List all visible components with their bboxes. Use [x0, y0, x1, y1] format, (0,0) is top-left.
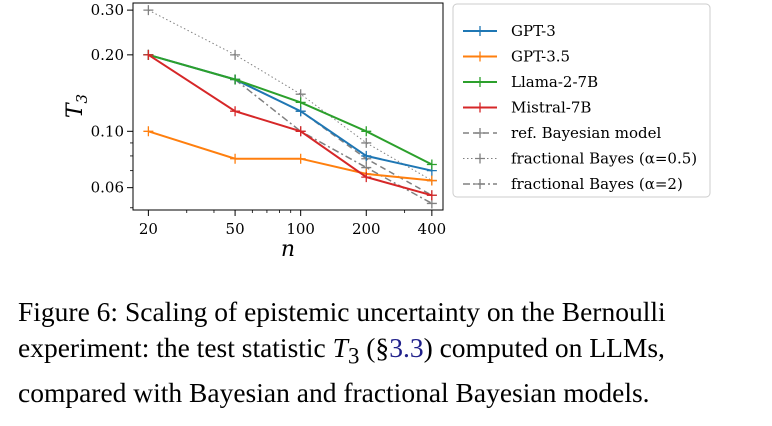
data-point — [295, 106, 306, 117]
data-point — [230, 153, 241, 164]
x-tick-label: 200 — [352, 220, 381, 238]
x-tick-label: 100 — [286, 220, 315, 238]
legend-label: fractional Bayes (α=0.5) — [511, 150, 697, 168]
caption-math: T — [332, 332, 348, 363]
series-line — [147, 53, 433, 197]
data-point — [295, 97, 306, 108]
svg-text:T3: T3 — [63, 94, 91, 118]
legend-entry: ref. Bayesian model — [463, 124, 662, 142]
data-point — [295, 153, 306, 164]
y-tick-label: 0.10 — [91, 122, 124, 140]
legend-entry: GPT-3.5 — [463, 48, 570, 66]
y-tick-label: 0.06 — [91, 179, 124, 197]
data-point — [361, 137, 372, 148]
series-line — [148, 54, 433, 196]
y-axis-label-sub: 3 — [73, 94, 91, 104]
legend-marker — [475, 51, 485, 62]
data-point — [426, 175, 437, 186]
x-axis-label: n — [281, 237, 295, 262]
plot-frame — [132, 2, 444, 211]
chart: 20 50 100 200 400 0.30 0.20 0.10 0.06 n T3 GPT-… — [63, 1, 711, 262]
data-point — [230, 106, 241, 117]
data-point — [426, 159, 437, 170]
legend-entry: fractional Bayes (α=0.5) — [463, 150, 697, 168]
series-gpt-3 — [143, 49, 437, 176]
y-axis-label-main: T — [63, 101, 88, 118]
x-tick-label: 50 — [226, 220, 245, 238]
legend-entry: fractional Bayes (α=2) — [463, 175, 683, 193]
series-ref-bayesian-model — [143, 49, 437, 201]
caption-suffix: ) computed on LLMs, compared with Bayesi… — [18, 332, 665, 408]
x-axis-ticks: 20 50 100 200 400 — [139, 210, 446, 238]
data-point — [361, 172, 372, 183]
legend-entry: GPT-3 — [463, 22, 556, 40]
data-point — [361, 150, 372, 161]
series-layer — [143, 5, 437, 209]
caption-prefix: Figure 6: Scaling of epistemic uncertain… — [18, 296, 666, 363]
y-tick-label: 0.20 — [91, 46, 124, 64]
legend-entry: Llama-2-7B — [463, 73, 598, 91]
legend-label: Llama-2-7B — [511, 73, 598, 91]
data-point — [361, 126, 372, 137]
legend-entry: Mistral-7B — [463, 99, 591, 117]
series-line — [148, 9, 433, 181]
legend-marker — [475, 153, 485, 164]
x-tick-label: 20 — [139, 220, 158, 238]
legend-marker — [475, 128, 485, 138]
series-mistral-7b — [143, 49, 437, 201]
caption-math-sub: 3 — [347, 343, 360, 369]
y-axis-label: T3 — [63, 94, 91, 118]
y-axis-ticks: 0.30 0.20 0.10 0.06 — [91, 1, 133, 209]
series-line — [148, 53, 433, 172]
x-tick-label: 400 — [418, 220, 447, 238]
series-line — [148, 53, 433, 166]
legend: GPT-3 GPT-3.5 Llama-2-7B Mistral-7B ref. Bay… — [452, 3, 711, 198]
legend-box — [452, 3, 711, 198]
data-point — [143, 126, 154, 137]
legend-label: GPT-3 — [511, 22, 556, 40]
legend-marker — [475, 179, 485, 189]
series-line — [148, 130, 433, 182]
data-point — [143, 5, 154, 16]
data-point — [143, 49, 154, 60]
y-tick-label: 0.30 — [91, 1, 124, 19]
section-ref-link[interactable]: 3.3 — [389, 332, 424, 363]
data-point — [295, 126, 306, 137]
figure-caption: Figure 6: Scaling of epistemic uncertain… — [18, 294, 763, 411]
series-llama-2-7b — [143, 49, 437, 170]
legend-marker — [475, 77, 485, 87]
series-gpt-3-5 — [143, 126, 437, 186]
legend-marker — [475, 26, 485, 36]
data-point — [230, 74, 241, 85]
caption-mid: (§ — [359, 332, 390, 363]
data-point — [230, 49, 241, 60]
legend-label: ref. Bayesian model — [511, 124, 662, 142]
legend-label: Mistral-7B — [511, 99, 591, 117]
legend-marker — [475, 102, 485, 113]
data-point — [426, 190, 437, 201]
legend-label: fractional Bayes (α=2) — [511, 175, 683, 193]
legend-label: GPT-3.5 — [511, 48, 570, 66]
